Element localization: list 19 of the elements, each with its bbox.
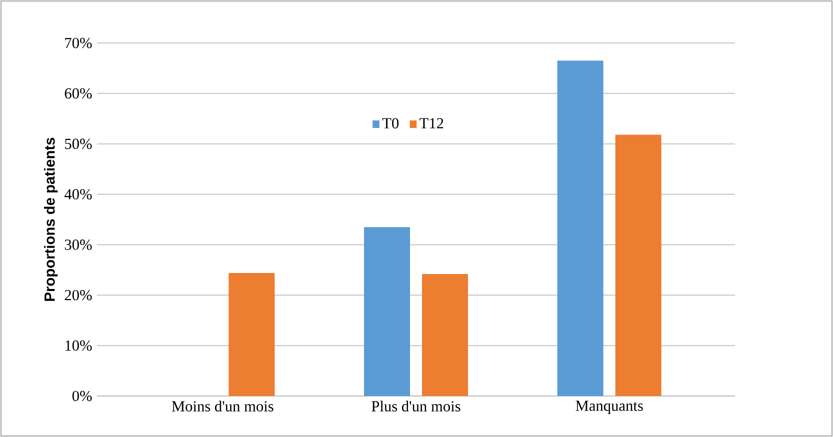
x-tick-label: Manquants bbox=[576, 400, 643, 414]
y-tick-label: 70% bbox=[65, 38, 92, 48]
y-tick-label: 30% bbox=[64, 240, 92, 250]
x-tick-label: Plus d'un mois bbox=[372, 400, 460, 412]
y-tick-label: 20% bbox=[64, 290, 92, 300]
y-tick-label: 50% bbox=[65, 138, 92, 150]
y-tick-label: 60% bbox=[64, 88, 92, 99]
bar bbox=[422, 274, 468, 396]
legend-label: T12 bbox=[420, 118, 444, 128]
y-tick-label: 40% bbox=[64, 189, 92, 200]
bar bbox=[615, 134, 662, 396]
bar bbox=[364, 227, 410, 396]
y-axis-title: Proportions de patients bbox=[44, 138, 58, 301]
y-tick-label: 0% bbox=[72, 390, 92, 402]
x-tick-label: Moins d'un mois bbox=[172, 400, 274, 412]
bar bbox=[557, 60, 604, 396]
legend-label: T0 bbox=[382, 118, 399, 128]
y-tick-label: 10% bbox=[66, 340, 92, 351]
bar bbox=[228, 272, 275, 396]
